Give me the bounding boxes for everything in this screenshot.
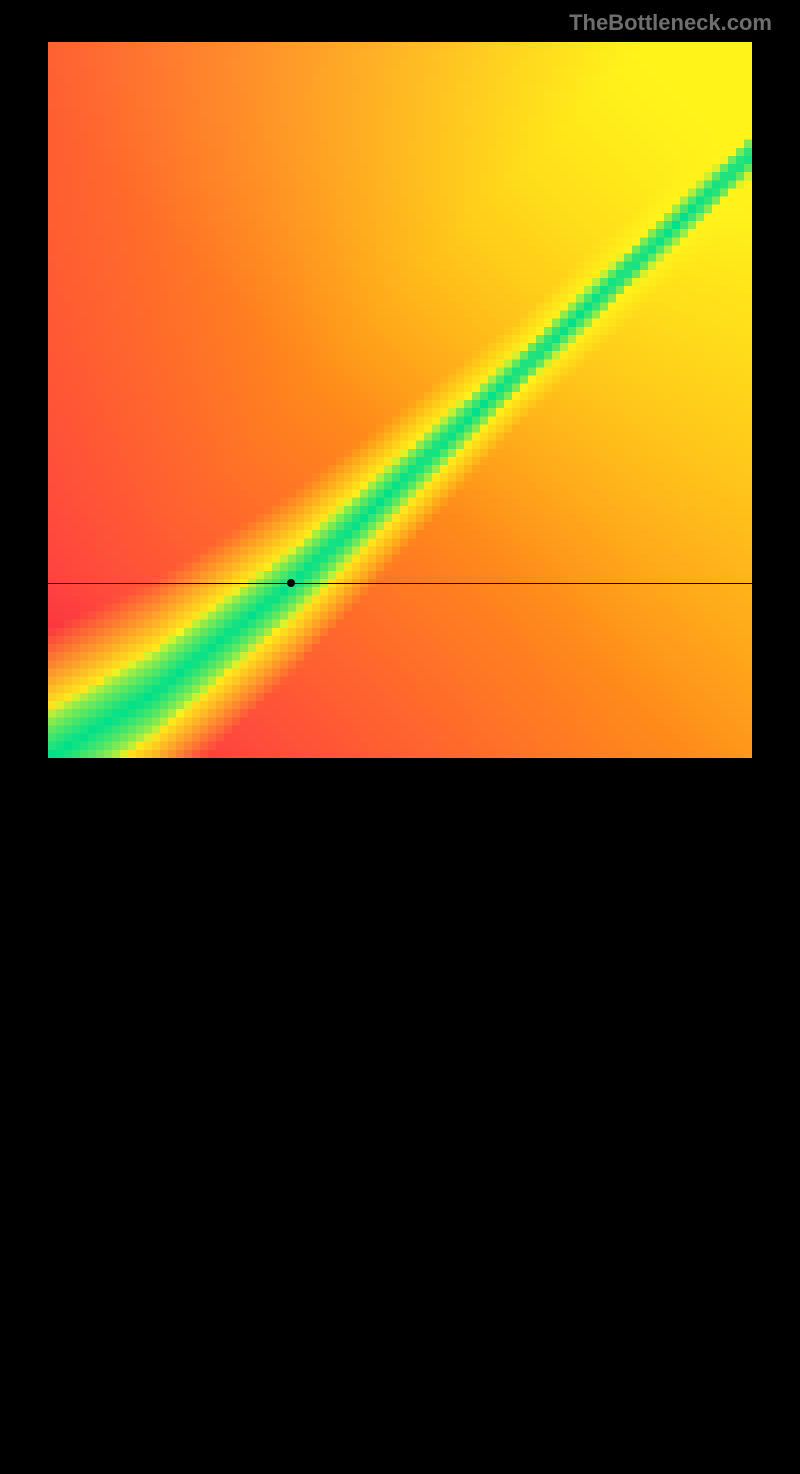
heatmap-canvas [48,42,752,758]
intersection-marker [287,579,295,587]
crosshair-vertical [291,758,292,1474]
heatmap-plot-area [48,42,752,758]
watermark-text: TheBottleneck.com [569,10,772,36]
crosshair-horizontal [48,583,752,584]
